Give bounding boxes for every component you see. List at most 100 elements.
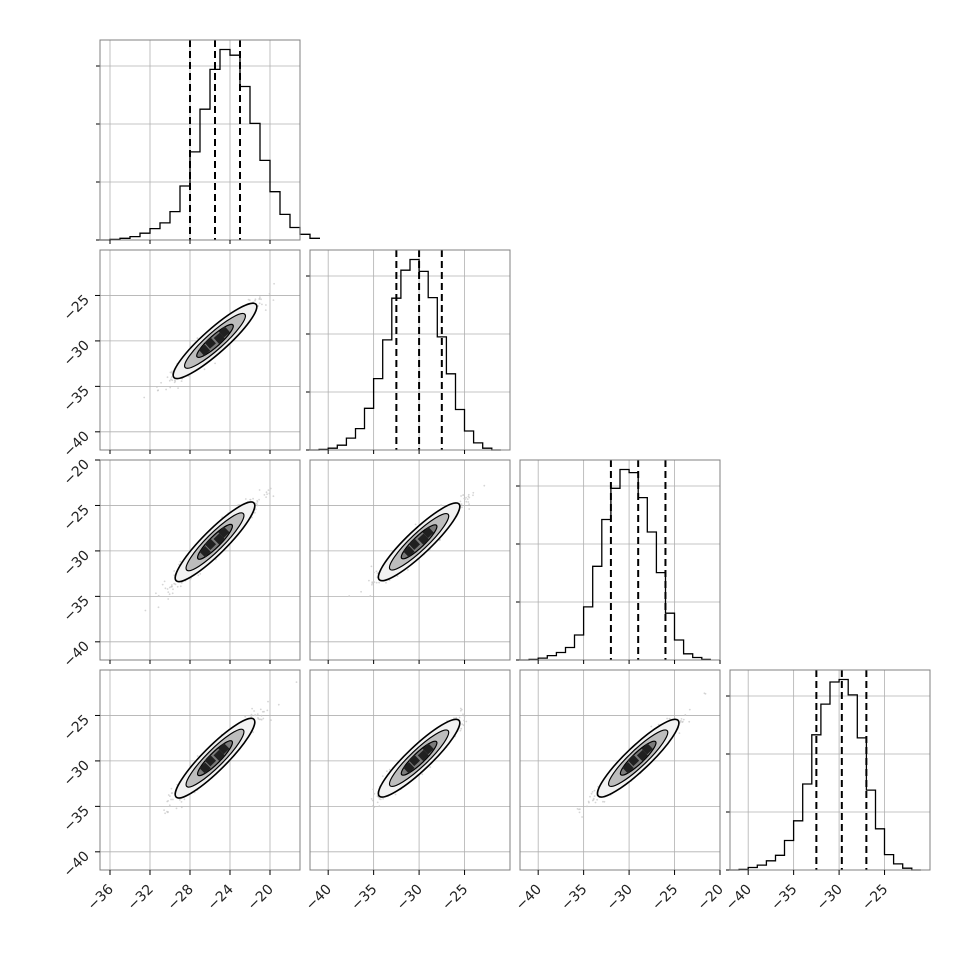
scatter-point — [237, 504, 240, 506]
scatter-point — [596, 798, 598, 801]
scatter-point — [256, 501, 259, 503]
scatter-point — [203, 368, 206, 371]
scatter-point — [272, 495, 275, 498]
scatter-point — [458, 716, 461, 719]
scatter-point — [258, 297, 261, 300]
scatter-point — [170, 376, 173, 378]
scatter-point — [265, 491, 268, 494]
scatter-point — [459, 500, 462, 503]
scatter-point — [468, 496, 471, 499]
histogram-panel-0 — [96, 39, 320, 241]
scatter-point — [593, 795, 596, 797]
scatter-point — [255, 502, 258, 505]
scatter-point — [156, 386, 158, 388]
panel-frame — [309, 459, 511, 661]
scatter-point — [173, 570, 176, 572]
scatter-point — [376, 572, 379, 575]
scatter-point — [373, 581, 376, 583]
scatter-point — [272, 299, 275, 301]
scatter-point — [259, 708, 262, 711]
scatter-point — [254, 508, 257, 511]
scatter-point — [171, 584, 173, 586]
scatter-point — [371, 583, 373, 586]
scatter-point — [459, 729, 462, 732]
scatter-point — [256, 713, 259, 715]
scatter-point — [175, 807, 178, 810]
scatter-point — [244, 715, 247, 718]
scatter-point — [166, 800, 169, 803]
scatter-point — [171, 592, 174, 595]
histogram-panel-3 — [726, 669, 931, 871]
scatter-point — [378, 581, 380, 584]
scatter-content — [348, 484, 486, 597]
scatter-point — [396, 575, 399, 577]
scatter-point — [170, 787, 173, 790]
scatter-point — [462, 724, 465, 727]
scatter-point — [214, 362, 217, 365]
scatter-point — [173, 381, 176, 384]
scatter-panel-0-2 — [99, 459, 301, 661]
scatter-content — [370, 707, 468, 809]
scatter-point — [258, 489, 261, 491]
scatter-point — [372, 788, 375, 791]
scatter-point — [173, 582, 176, 585]
scatter-point — [586, 805, 588, 808]
scatter-point — [199, 573, 202, 575]
scatter-point — [295, 681, 298, 683]
scatter-point — [348, 595, 351, 597]
scatter-point — [170, 585, 173, 588]
scatter-point — [376, 801, 379, 804]
density-core-0 — [403, 762, 415, 774]
scatter-point — [373, 571, 375, 574]
scatter-point — [263, 494, 266, 496]
scatter-point — [277, 703, 280, 706]
scatter-point — [157, 594, 160, 597]
scatter-point — [373, 806, 376, 809]
scatter-point — [170, 798, 173, 801]
scatter-point — [371, 582, 374, 584]
scatter-point — [603, 800, 606, 803]
histogram-panel-1 — [306, 249, 511, 451]
scatter-point — [438, 539, 441, 542]
scatter-point — [167, 591, 170, 593]
scatter-point — [376, 795, 379, 798]
scatter-point — [180, 380, 183, 382]
scatter-point — [467, 493, 470, 496]
scatter-point — [371, 805, 374, 807]
scatter-point — [407, 569, 409, 571]
panel-frame — [99, 39, 301, 241]
scatter-point — [164, 812, 167, 815]
scatter-point — [468, 508, 471, 510]
scatter-point — [163, 580, 166, 583]
scatter-point — [172, 588, 174, 591]
scatter-point — [378, 805, 381, 807]
scatter-point — [262, 717, 265, 720]
scatter-point — [472, 491, 475, 494]
scatter-point — [267, 700, 269, 703]
density-core-2 — [213, 332, 226, 344]
panel-frame — [99, 459, 301, 661]
scatter-content — [576, 692, 707, 818]
scatter-point — [472, 494, 474, 497]
scatter-point — [466, 498, 469, 500]
density-core-0 — [199, 546, 211, 558]
scatter-point — [170, 792, 173, 795]
scatter-point — [179, 560, 182, 563]
scatter-point — [180, 801, 183, 803]
histogram-step-line — [730, 678, 921, 871]
scatter-point — [460, 727, 463, 730]
scatter-point — [267, 489, 270, 491]
scatter-point — [163, 809, 166, 811]
density-core-1 — [204, 538, 217, 550]
panel-background — [520, 460, 720, 660]
scatter-point — [166, 811, 169, 814]
scatter-point — [178, 563, 180, 566]
scatter-point — [463, 715, 466, 718]
scatter-panel-2-3 — [519, 669, 721, 871]
histogram-step-line — [310, 258, 501, 451]
scatter-point — [168, 379, 171, 382]
scatter-point — [196, 755, 199, 757]
density-core-1 — [204, 755, 217, 767]
scatter-point — [176, 585, 179, 588]
